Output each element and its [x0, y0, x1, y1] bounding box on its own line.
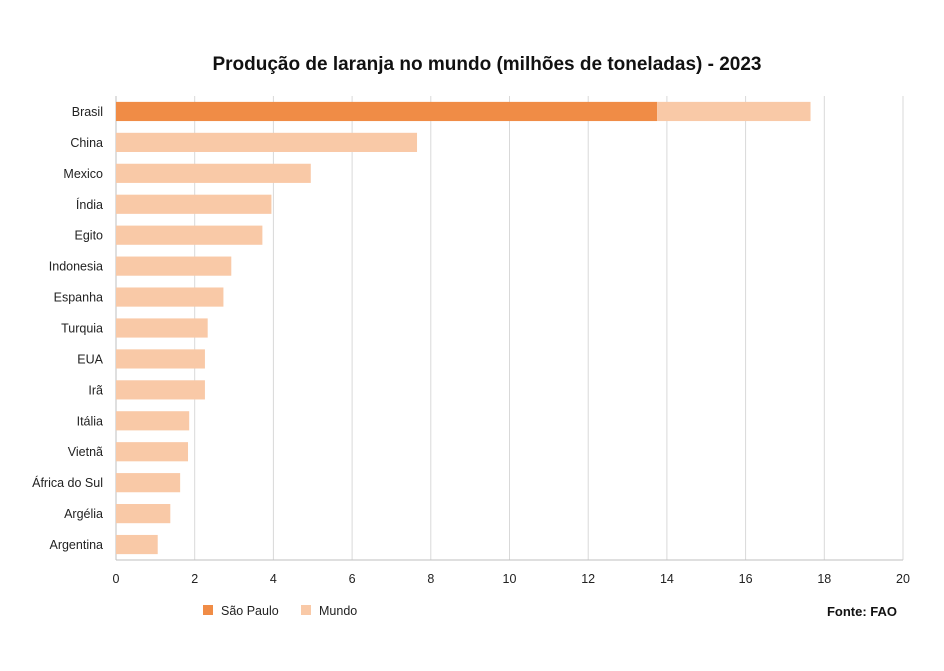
- category-label: Espanha: [54, 291, 103, 305]
- category-label: Mexico: [63, 167, 103, 181]
- bar-áfrica-do-sul-mundo: [116, 473, 181, 493]
- bar-argélia-mundo: [116, 504, 171, 524]
- bar-turquia-mundo: [116, 318, 208, 338]
- category-label: China: [70, 136, 103, 150]
- category-label: Egito: [75, 229, 104, 243]
- category-label: Indonesia: [49, 260, 103, 274]
- x-tick-label: 10: [503, 572, 517, 586]
- source-note: Fonte: FAO: [827, 604, 897, 619]
- x-tick-label: 20: [896, 572, 910, 586]
- x-tick-label: 14: [660, 572, 674, 586]
- bar-índia-mundo: [116, 194, 272, 214]
- x-tick-label: 6: [349, 572, 356, 586]
- x-tick-labels: 0 2 4 6 8 10 12 14 16 18 20: [113, 572, 910, 586]
- bar-china-mundo: [116, 132, 418, 152]
- bar-vietnã-mundo: [116, 442, 189, 462]
- bar-brasil-mundo: [657, 101, 811, 122]
- bar-irã-mundo: [116, 380, 205, 400]
- legend-swatch: [203, 605, 213, 615]
- bar-brasil-sao-paulo: [116, 101, 658, 122]
- category-label: Índia: [76, 197, 103, 212]
- bar-argentina-mundo: [116, 534, 158, 555]
- category-label: Argélia: [64, 507, 103, 521]
- category-labels: Brasil China Mexico Índia Egito Indonesia Espa…: [32, 105, 104, 552]
- legend: São Paulo Mundo: [203, 604, 357, 618]
- x-tick-label: 16: [739, 572, 753, 586]
- category-label: Vietnã: [68, 445, 103, 459]
- bar-egito-mundo: [116, 225, 263, 245]
- x-tick-label: 0: [113, 572, 120, 586]
- category-label: Brasil: [72, 105, 103, 119]
- category-label: África do Sul: [32, 475, 103, 490]
- bar-eua-mundo: [116, 349, 205, 369]
- bar-itália-mundo: [116, 411, 190, 431]
- legend-label: Mundo: [319, 604, 357, 618]
- bar-mexico-mundo: [116, 163, 311, 183]
- x-tick-label: 8: [427, 572, 434, 586]
- category-label: Itália: [77, 414, 103, 428]
- legend-swatch: [301, 605, 311, 615]
- category-label: Argentina: [49, 538, 103, 552]
- category-label: Irã: [88, 383, 103, 397]
- category-label: Turquia: [61, 322, 103, 336]
- chart-title: Produção de laranja no mundo (milhões de…: [212, 54, 761, 75]
- x-tick-label: 2: [191, 572, 198, 586]
- bar-indonesia-mundo: [116, 256, 232, 276]
- x-tick-label: 12: [581, 572, 595, 586]
- legend-label: São Paulo: [221, 604, 279, 618]
- bar-espanha-mundo: [116, 287, 224, 307]
- category-label: EUA: [77, 352, 103, 366]
- bars: [116, 101, 811, 555]
- x-tick-label: 4: [270, 572, 277, 586]
- x-tick-label: 18: [817, 572, 831, 586]
